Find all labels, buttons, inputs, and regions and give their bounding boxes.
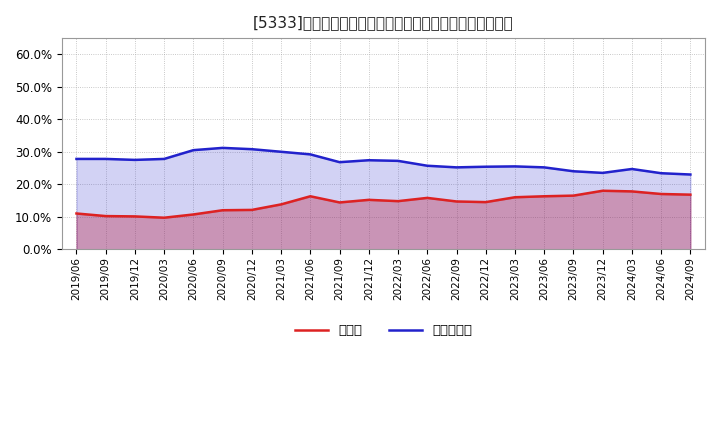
- 有利子負債: [657, 171, 665, 176]
- 有利子負債: [336, 160, 344, 165]
- 有利子負債: [540, 165, 549, 170]
- 現頂金: [218, 208, 227, 213]
- 有利子負債: [686, 172, 695, 177]
- 現頂金: [364, 197, 373, 202]
- 現頂金: [276, 202, 285, 207]
- 有利子負債: [160, 156, 168, 161]
- 現頂金: [248, 207, 256, 213]
- 有利子負債: [72, 156, 81, 161]
- 現頂金: [306, 194, 315, 199]
- 現頂金: [482, 199, 490, 205]
- 現頂金: [102, 213, 110, 219]
- 現頂金: [160, 215, 168, 220]
- 有利子負債: [276, 149, 285, 154]
- 有利子負債: [130, 157, 139, 162]
- 有利子負債: [510, 164, 519, 169]
- 有利子負債: [102, 156, 110, 161]
- 有利子負債: [452, 165, 461, 170]
- 有利子負債: [394, 158, 402, 164]
- 有利子負債: [306, 152, 315, 157]
- 有利子負債: [628, 166, 636, 172]
- 有利子負債: [248, 147, 256, 152]
- Legend: 現頂金, 有利子負債: 現頂金, 有利子負債: [289, 319, 477, 343]
- 現頂金: [686, 192, 695, 197]
- 現頂金: [628, 189, 636, 194]
- Title: [5333]　現頂金、有利子負債の総資産に対する比率の推移: [5333] 現頂金、有利子負債の総資産に対する比率の推移: [253, 15, 514, 30]
- 現頂金: [657, 191, 665, 197]
- 現頂金: [540, 194, 549, 199]
- 有利子負債: [569, 169, 577, 174]
- 有利子負債: [189, 147, 198, 153]
- 有利子負債: [218, 145, 227, 150]
- 有利子負債: [598, 170, 607, 176]
- 現頂金: [130, 214, 139, 219]
- 現頂金: [598, 188, 607, 194]
- Line: 有利子負債: 有利子負債: [76, 148, 690, 175]
- 現頂金: [510, 194, 519, 200]
- 現頂金: [569, 193, 577, 198]
- 現頂金: [452, 199, 461, 204]
- 現頂金: [423, 195, 431, 201]
- 有利子負債: [482, 164, 490, 169]
- 現頂金: [394, 198, 402, 204]
- 有利子負債: [423, 163, 431, 169]
- 現頂金: [72, 211, 81, 216]
- 現頂金: [189, 212, 198, 217]
- 現頂金: [336, 200, 344, 205]
- 有利子負債: [364, 158, 373, 163]
- Line: 現頂金: 現頂金: [76, 191, 690, 218]
